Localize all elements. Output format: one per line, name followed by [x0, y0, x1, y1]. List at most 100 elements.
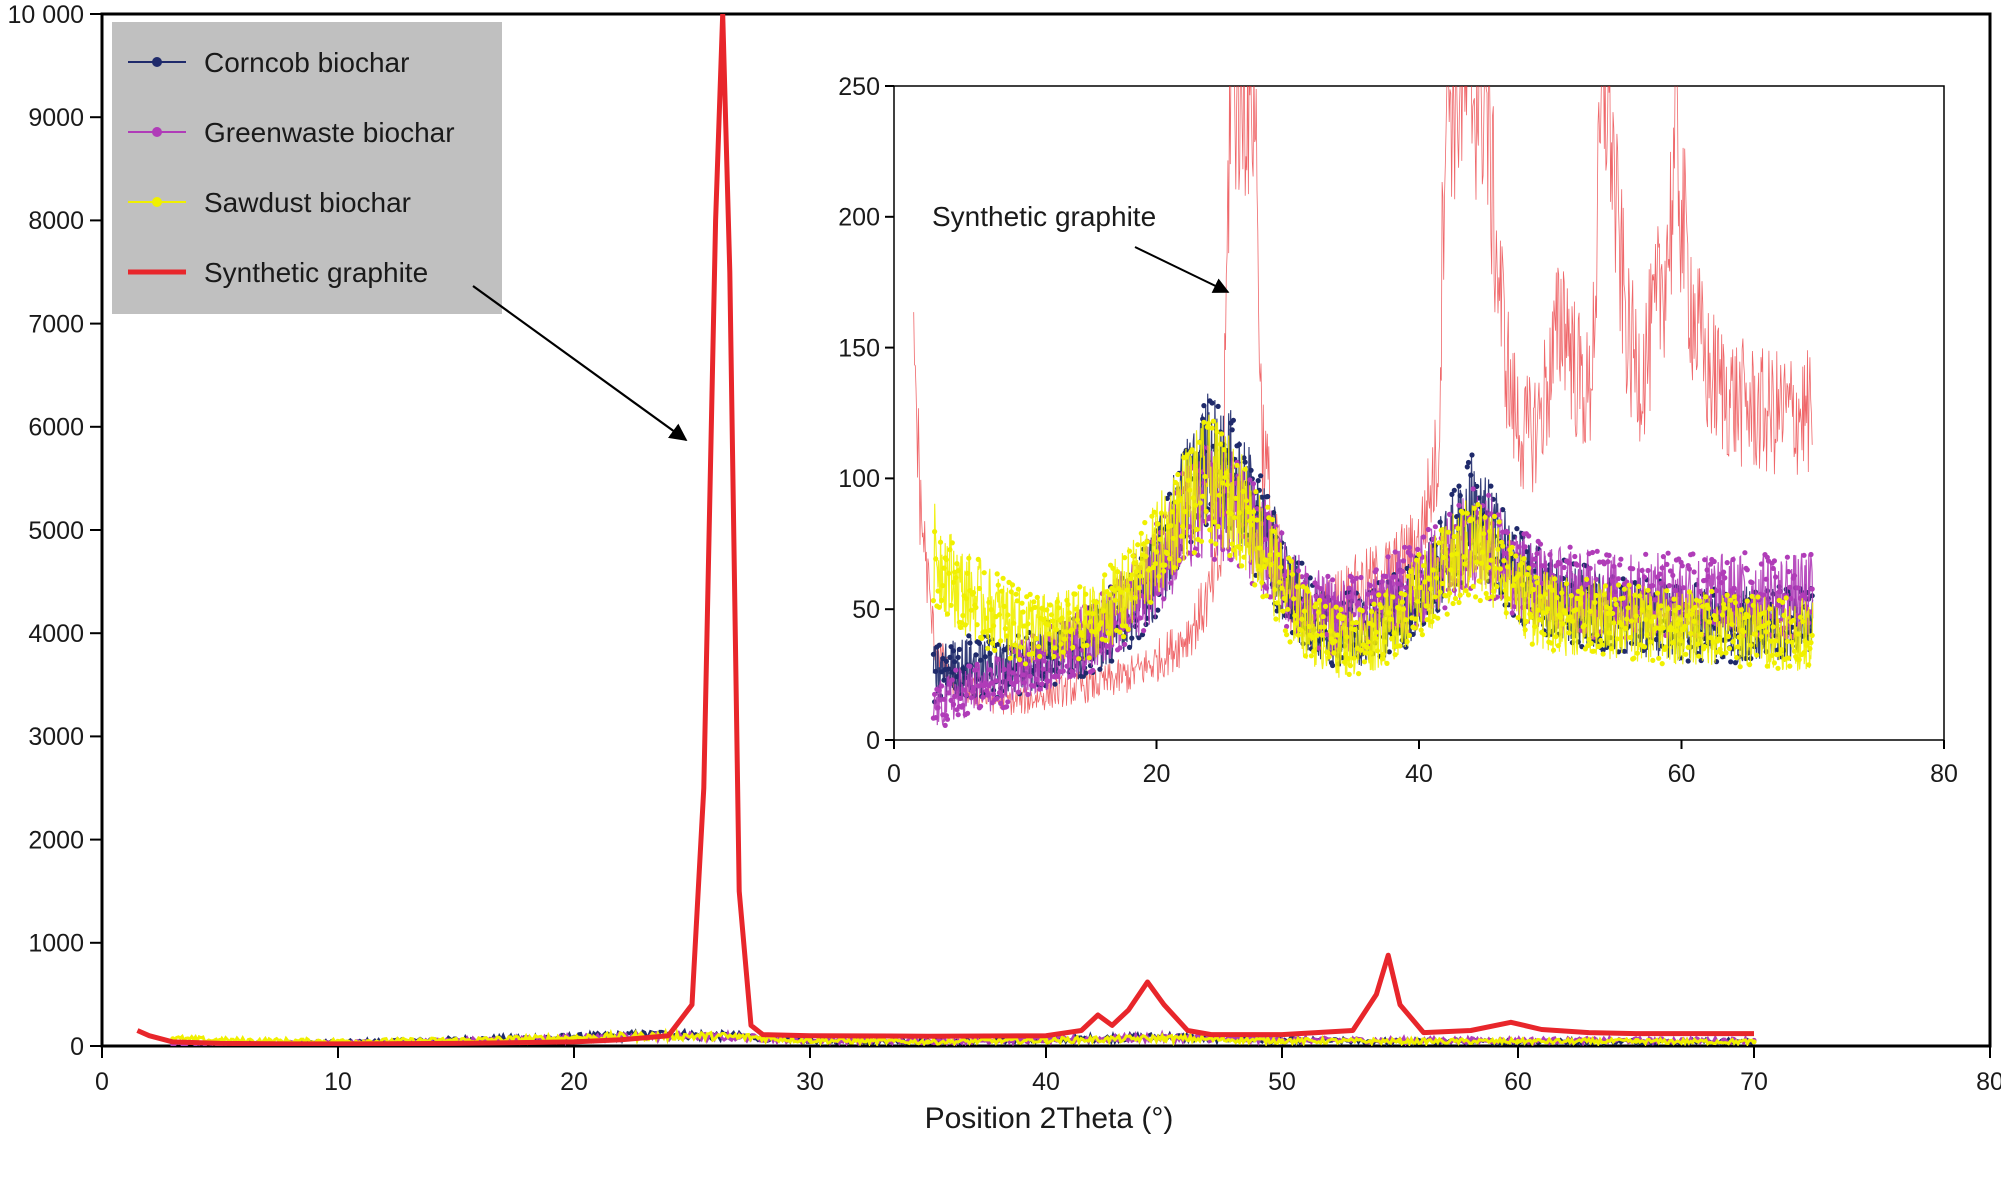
inset-data-point — [1070, 644, 1076, 651]
inset-data-point — [1330, 662, 1336, 669]
inset-data-point — [1112, 597, 1118, 603]
inset-data-point — [1149, 513, 1155, 519]
inset-data-point — [943, 557, 950, 563]
inset-data-point — [1346, 671, 1352, 678]
inset-data-point — [1454, 551, 1460, 557]
inset-data-point — [1378, 604, 1384, 611]
inset-data-point — [1317, 597, 1323, 604]
inset-data-point — [1131, 560, 1137, 566]
legend-entry: Corncob biochar — [128, 47, 409, 78]
inset-data-point — [1796, 657, 1802, 663]
inset-data-point — [1164, 495, 1170, 501]
inset-data-point — [1005, 612, 1011, 618]
inset-y-tick-label: 100 — [838, 465, 880, 493]
inset-data-point — [1665, 606, 1671, 612]
inset-data-point — [1132, 595, 1138, 601]
inset-data-point — [1364, 644, 1370, 651]
inset-data-point — [1395, 581, 1401, 587]
inset-data-point — [1721, 569, 1727, 575]
inset-data-point — [1549, 587, 1555, 593]
inset-data-point — [1052, 645, 1058, 651]
inset-data-point — [1353, 619, 1359, 626]
inset-data-point — [1612, 596, 1618, 603]
inset-data-point — [1767, 606, 1773, 612]
inset-data-point — [1664, 588, 1670, 594]
inset-data-point — [989, 640, 996, 646]
inset-data-point — [1605, 610, 1611, 617]
inset-data-point — [1265, 493, 1271, 500]
inset-series-sawdust-biochar — [930, 414, 1815, 678]
inset-data-point — [988, 680, 994, 686]
inset-data-point — [935, 705, 941, 711]
inset-data-point — [985, 645, 991, 652]
inset-data-point — [1261, 564, 1267, 570]
inset-data-point — [956, 646, 963, 653]
inset-data-point — [1243, 498, 1249, 504]
inset-data-point — [1605, 559, 1611, 565]
inset-data-point — [1125, 626, 1131, 632]
inset-data-point — [974, 622, 980, 628]
inset-data-point — [1281, 595, 1287, 601]
inset-data-point — [1313, 601, 1319, 607]
inset-data-point — [1265, 504, 1271, 510]
inset-data-point — [1184, 452, 1190, 458]
inset-data-point — [1559, 590, 1565, 596]
inset-data-point — [1250, 509, 1257, 515]
inset-data-point — [994, 571, 1000, 577]
inset-data-point — [988, 607, 994, 613]
main-x-tick-label: 0 — [95, 1068, 109, 1096]
inset-data-point — [1469, 452, 1475, 458]
inset-data-point — [999, 693, 1005, 699]
inset-data-point — [1621, 586, 1627, 592]
inset-data-point — [1719, 612, 1726, 618]
inset-data-point — [1279, 530, 1285, 536]
inset-data-point — [1259, 494, 1265, 500]
main-y-tick-label: 3000 — [28, 723, 84, 751]
inset-data-point — [1660, 625, 1666, 631]
inset-data-point — [1476, 578, 1482, 584]
inset-data-point — [955, 568, 961, 574]
inset-data-point — [1593, 592, 1599, 599]
inset-data-point — [1332, 638, 1338, 644]
inset-data-point — [1537, 541, 1544, 547]
inset-data-point — [1246, 509, 1252, 515]
inset-data-point — [1045, 622, 1051, 628]
inset-data-point — [1607, 605, 1613, 612]
inset-data-point — [968, 607, 974, 613]
main-data-point — [736, 1034, 742, 1040]
inset-data-point — [1599, 642, 1605, 648]
inset-data-point — [1567, 614, 1573, 620]
inset-data-point — [1207, 527, 1213, 533]
inset-data-point — [1781, 612, 1787, 619]
inset-data-point — [1041, 658, 1047, 664]
inset-data-point — [1415, 598, 1421, 604]
inset-data-point — [1117, 629, 1123, 635]
main-data-point — [807, 1037, 813, 1043]
inset-data-point — [1284, 632, 1290, 638]
inset-data-point — [1093, 599, 1099, 606]
inset-data-point — [1730, 556, 1736, 563]
inset-data-point — [1045, 678, 1051, 684]
inset-data-point — [1778, 647, 1785, 653]
inset-data-point — [970, 590, 977, 596]
inset-data-point — [1102, 572, 1108, 578]
inset-data-point — [1217, 441, 1223, 447]
inset-data-point — [1002, 626, 1009, 632]
main-data-point — [1397, 1038, 1403, 1044]
inset-data-point — [1678, 637, 1684, 644]
main-plot-area: 0 10 20 30 40 50 60 70 8001000200030004000500060… — [8, 1, 2001, 1135]
inset-data-point — [1400, 606, 1407, 612]
inset-data-point — [930, 598, 937, 604]
inset-data-point — [1591, 648, 1597, 654]
inset-data-point — [1406, 545, 1412, 551]
inset-data-point — [1314, 632, 1320, 638]
inset-data-point — [1705, 573, 1711, 580]
inset-data-point — [1037, 653, 1043, 660]
inset-data-point — [1728, 659, 1734, 665]
inset-data-point — [1408, 552, 1414, 558]
inset-data-point — [1555, 643, 1561, 649]
inset-data-point — [1284, 623, 1290, 630]
inset-data-point — [1627, 634, 1633, 641]
inset-data-point — [1645, 567, 1651, 574]
inset-data-point — [1142, 520, 1148, 526]
